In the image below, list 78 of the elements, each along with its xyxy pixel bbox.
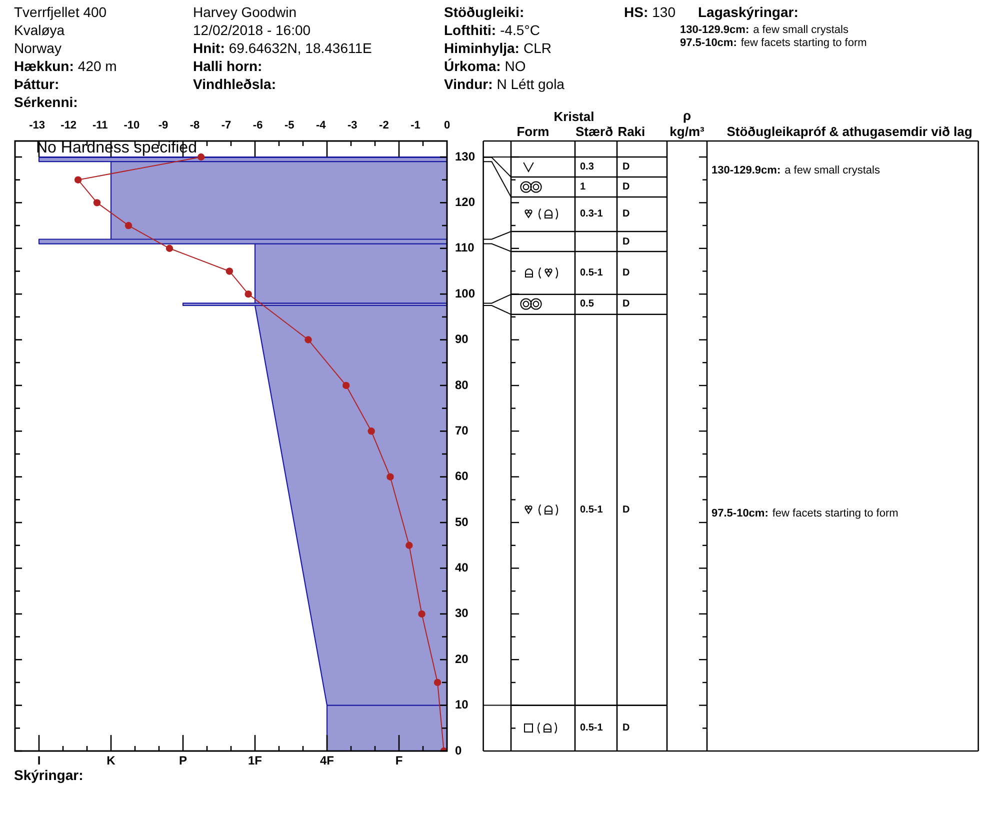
y-tick-label: 110	[455, 240, 475, 255]
y-tick-label: 0	[455, 743, 462, 758]
x2-tick-label: 0	[444, 119, 450, 132]
text: D	[622, 181, 630, 192]
category-label: Stærð	[576, 124, 614, 140]
x-tick-label: P	[178, 754, 188, 768]
text: Harvey Goodwin	[193, 3, 298, 21]
text: D	[622, 267, 630, 278]
text: Lagaskýringar:	[698, 4, 798, 20]
y-tick-label: 40	[455, 560, 469, 575]
text: Lofthiti: -4.5°C	[444, 22, 540, 38]
text: 0.3-1	[580, 208, 603, 220]
text: 0.3	[580, 161, 594, 172]
y-tick-label: 70	[455, 423, 469, 438]
text: Vindur: N Létt gola	[444, 76, 564, 92]
y-tick-label: 80	[455, 378, 469, 392]
x2-tick-label: -9	[158, 119, 168, 132]
text: 97.5-10cm: few facets starting to form	[680, 36, 867, 48]
text: D	[622, 504, 630, 516]
x2-tick-label: -3	[348, 119, 358, 132]
category-label: Form	[516, 124, 550, 140]
text: Kvaløya	[14, 21, 66, 39]
text: 0.5-1	[580, 504, 603, 516]
text: Vindhleðsla:	[193, 76, 276, 92]
x2-tick-label: -7	[221, 119, 232, 132]
text: Kristal	[554, 108, 594, 125]
x-tick-label: I	[37, 754, 41, 768]
text: 1	[580, 181, 586, 192]
x2-tick-label: -5	[284, 119, 294, 132]
text: 130-129.9cm: a few small crystals	[680, 24, 848, 36]
y-tick-label: 10	[455, 698, 469, 712]
x2-tick-label: -10	[124, 119, 140, 132]
x-tick-label: K	[106, 754, 116, 768]
text: Himinhylja: CLR	[444, 40, 552, 56]
text: 97.5-10cm: few facets starting to form	[712, 507, 898, 520]
text: Hækkun: 420 m	[14, 58, 117, 74]
text: 0.5	[580, 298, 594, 310]
text: D	[622, 161, 630, 172]
text: Skýringar:	[14, 767, 84, 783]
text: 0.5-1	[580, 722, 603, 734]
text: D	[622, 722, 630, 734]
x-tick-label: 4F	[320, 754, 334, 768]
y-tick-label: 130	[455, 149, 476, 164]
x2-tick-label: -8	[190, 119, 200, 132]
text: 0.5-1	[580, 267, 603, 278]
y-tick-label: 20	[455, 652, 469, 666]
x2-tick-label: -6	[252, 119, 263, 132]
y-tick-label: 120	[455, 195, 476, 209]
y-tick-label: 50	[455, 514, 469, 529]
text: Norway	[14, 39, 62, 57]
x2-tick-label: -11	[92, 119, 108, 132]
text: Þáttur:	[14, 76, 60, 92]
y-tick-label: 100	[455, 286, 476, 300]
category-label: Raki	[618, 124, 646, 140]
text: D	[622, 236, 630, 248]
text: Stöðugleiki:	[444, 4, 524, 20]
x2-tick-label: -13	[29, 119, 46, 132]
x2-tick-label: -4	[316, 119, 327, 132]
x2-tick-label: -1	[410, 119, 420, 132]
category-label: Stöðugleikapróf & athugasemdir við lag	[726, 124, 972, 140]
x2-tick-label: -12	[60, 119, 77, 132]
x-tick-label: F	[395, 754, 403, 768]
y-tick-label: 60	[455, 469, 469, 484]
x2-tick-label: -2	[379, 119, 389, 132]
text: Tverrfjellet 400	[14, 3, 108, 21]
text: Hnit: 69.64632N, 18.43611E	[193, 40, 372, 56]
text: 130-129.9cm: a few small crystals	[712, 164, 880, 176]
text: D	[622, 208, 630, 220]
text: Halli horn:	[193, 58, 262, 74]
text: 12/02/2018 - 16:00	[193, 21, 312, 39]
category-label: ρ kg/m³	[668, 108, 706, 140]
y-tick-label: 90	[455, 332, 469, 346]
x-tick-label: 1F	[248, 754, 262, 768]
text: D	[622, 298, 630, 310]
text: Úrkoma: NO	[444, 58, 526, 74]
text: HS: 130	[624, 4, 676, 20]
y-tick-label: 30	[455, 606, 469, 620]
text: Sérkenni:	[14, 94, 78, 110]
